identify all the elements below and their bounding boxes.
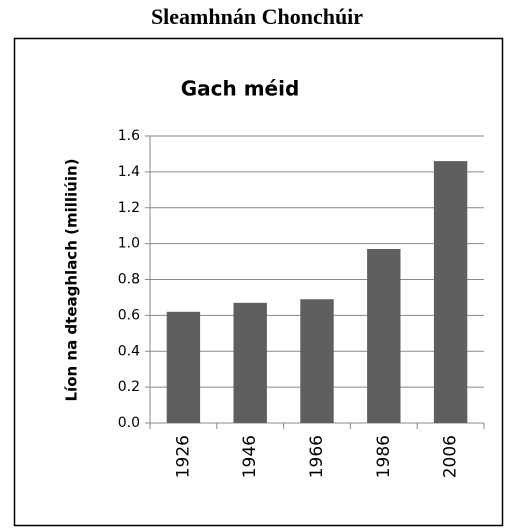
y-tick-label: 1.4 (118, 164, 140, 180)
x-tick-label: 1966 (307, 435, 327, 478)
y-tick-label: 1.0 (118, 236, 140, 252)
bar (233, 302, 267, 423)
x-tick-label: 1946 (240, 435, 260, 478)
page-title: Sleamhnán Chonchúir (151, 4, 363, 29)
y-tick-label: 0.0 (118, 415, 140, 431)
bar (367, 249, 401, 423)
y-axis-label: Líon na dteaghlach (milliúin) (63, 158, 81, 401)
bar (433, 161, 468, 424)
bar (300, 299, 334, 423)
chart-title: Gach méid (181, 77, 300, 101)
y-tick-label: 0.2 (118, 379, 140, 395)
y-tick-label: 0.4 (118, 343, 140, 359)
bar (166, 311, 201, 423)
chart-frame (13, 37, 504, 527)
x-tick-label: 1926 (173, 435, 193, 478)
x-tick-label: 1986 (374, 435, 394, 478)
x-tick-label: 2006 (441, 435, 461, 478)
y-tick-label: 0.6 (118, 307, 140, 323)
y-tick-label: 1.6 (118, 128, 140, 144)
y-tick-label: 1.2 (118, 200, 140, 216)
y-tick-label: 0.8 (118, 272, 140, 288)
